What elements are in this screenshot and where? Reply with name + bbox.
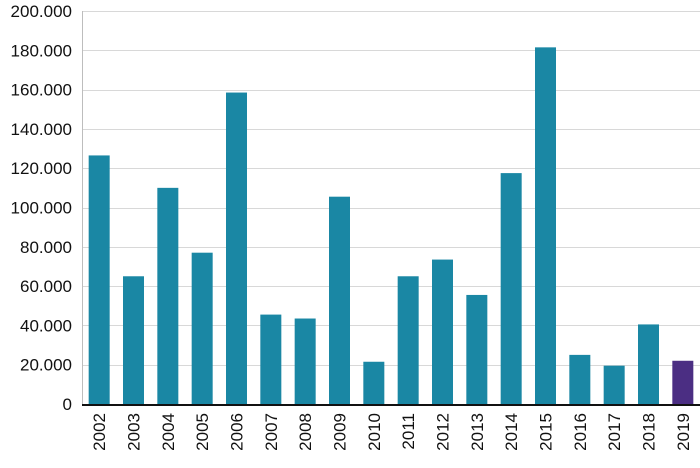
bar-2013 <box>466 294 488 404</box>
x-tick-label: 2010 <box>365 413 384 451</box>
x-tick-label: 2016 <box>571 413 590 451</box>
x-tick-label: 2018 <box>640 413 659 451</box>
bar-2002 <box>88 155 110 404</box>
x-tick-label: 2019 <box>674 413 693 451</box>
y-tick-label: 40.000 <box>20 316 72 335</box>
x-tick-label: 2015 <box>537 413 556 451</box>
bar-2015 <box>535 47 556 404</box>
y-tick-label: 100.000 <box>11 199 72 218</box>
bar-2010 <box>363 361 385 404</box>
bar-2016 <box>569 354 591 405</box>
x-tick-label: 2017 <box>605 413 624 451</box>
x-tick-label: 2009 <box>331 413 350 451</box>
bar-2004 <box>157 187 179 404</box>
bar-2011 <box>397 276 419 404</box>
bar-2003 <box>123 276 144 404</box>
x-tick-label: 2007 <box>262 413 281 451</box>
bar-2006 <box>226 92 247 405</box>
y-tick-label: 60.000 <box>20 277 72 296</box>
bar-2009 <box>329 196 350 404</box>
bar-2019 <box>672 360 694 404</box>
x-tick-label: 2002 <box>90 413 109 451</box>
bar-2012 <box>432 259 453 404</box>
x-tick-label: 2011 <box>399 413 418 450</box>
x-tick-label: 2013 <box>468 413 487 451</box>
bar-2007 <box>260 314 282 404</box>
y-tick-label: 160.000 <box>11 81 72 100</box>
bar-2005 <box>191 252 213 404</box>
x-tick-label: 2008 <box>296 413 315 451</box>
y-tick-label: 200.000 <box>11 2 72 21</box>
y-tick-label: 80.000 <box>20 238 72 257</box>
bar-2018 <box>638 324 659 404</box>
axes <box>82 11 700 406</box>
y-tick-label: 140.000 <box>11 120 72 139</box>
x-tick-label: 2005 <box>193 413 212 451</box>
x-tick-label: 2014 <box>502 413 521 451</box>
x-tick-label: 2003 <box>125 413 144 451</box>
y-tick-label: 180.000 <box>11 41 72 60</box>
bar-2008 <box>294 318 316 404</box>
gridlines <box>82 11 700 366</box>
x-tick-label: 2012 <box>434 413 453 451</box>
x-tick-label: 2004 <box>159 413 178 451</box>
y-tick-label: 20.000 <box>20 356 72 375</box>
x-axis-ticks: 2002 2003 2004 2005 2006 2007 2008 2009 2010 2011… <box>90 413 693 451</box>
y-tick-label: 120.000 <box>11 159 72 178</box>
x-tick-label: 2006 <box>228 413 247 451</box>
y-tick-label: 0 <box>63 395 72 414</box>
bars <box>88 47 694 405</box>
y-axis-ticks: 0 20.000 40.000 60.000 80.000 100.000 120.000 1… <box>11 2 72 414</box>
bar-2014 <box>500 173 522 404</box>
bar-2017 <box>603 365 625 404</box>
